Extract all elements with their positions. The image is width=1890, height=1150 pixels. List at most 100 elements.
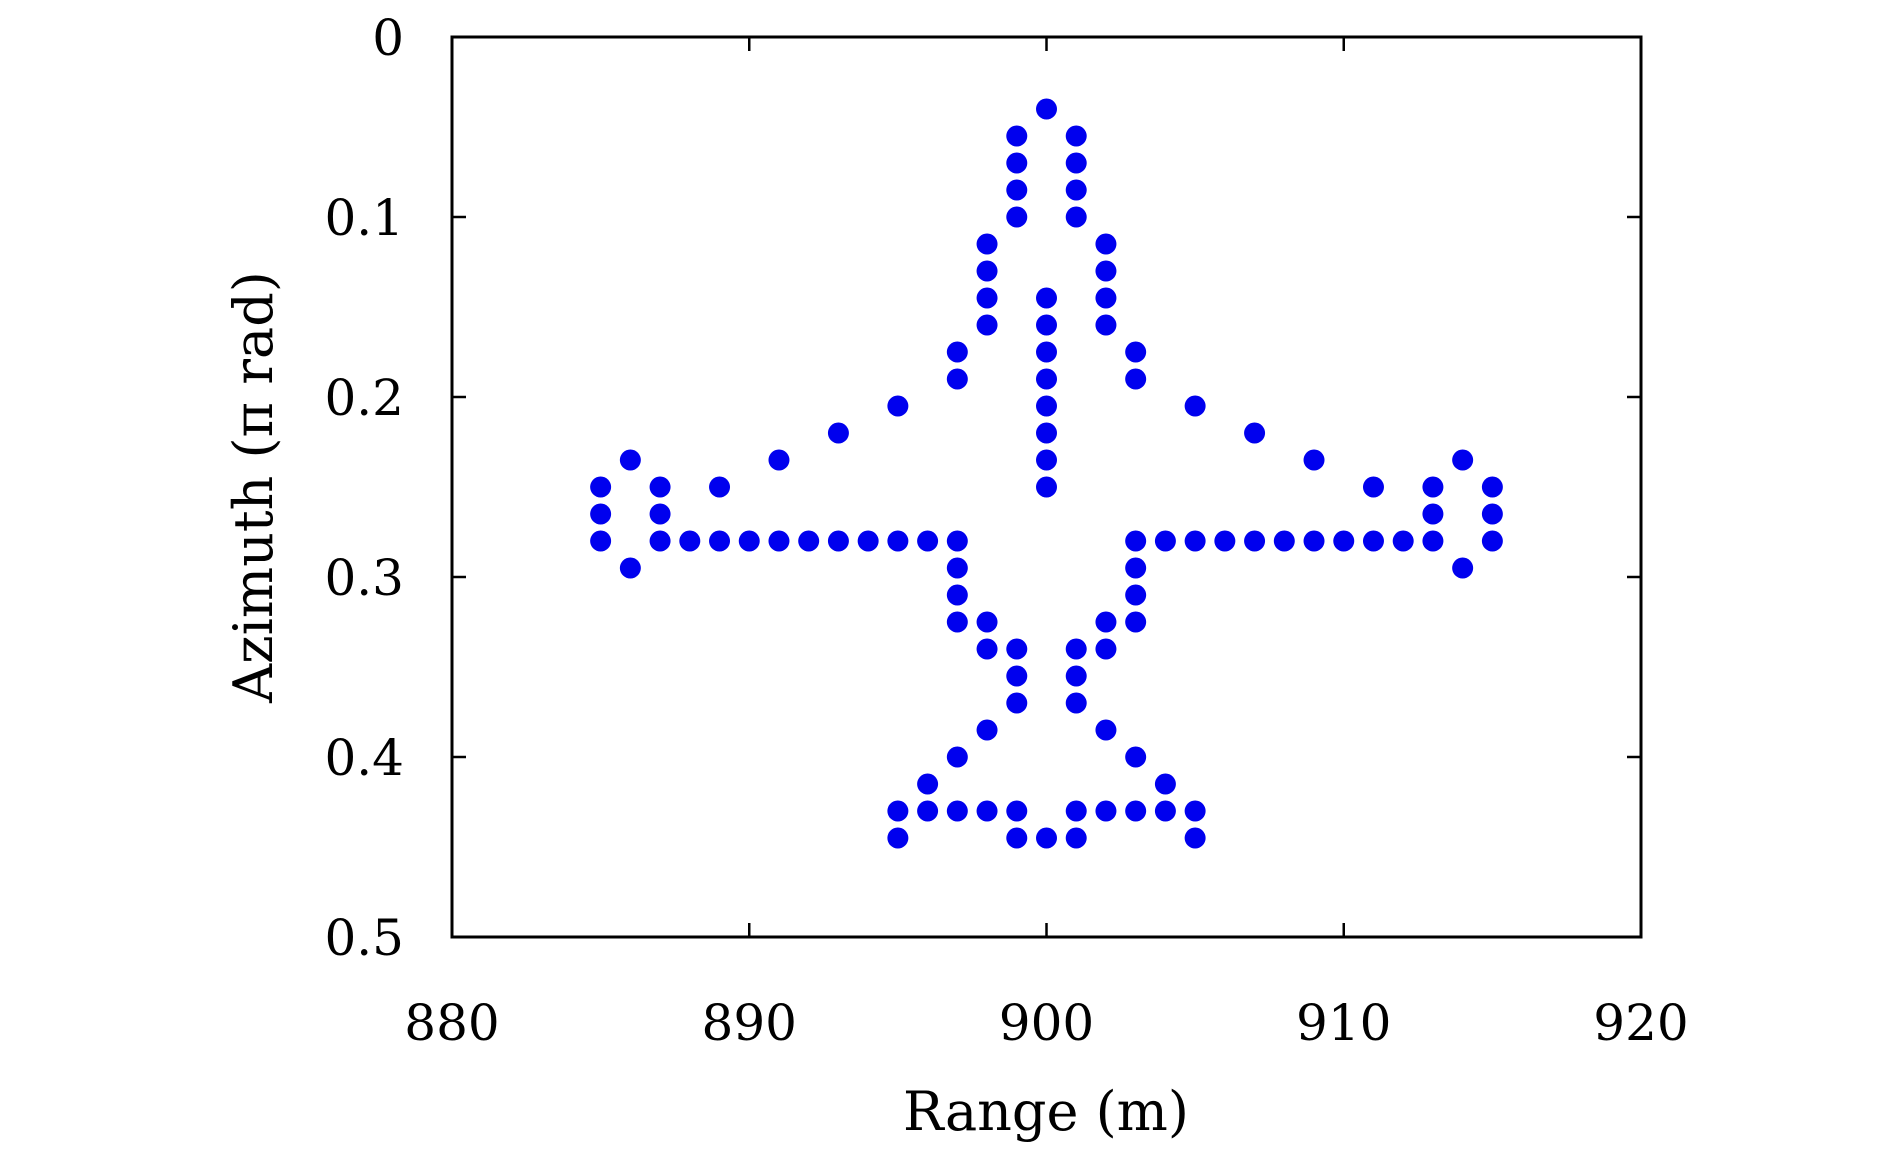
scatter-point-31	[619, 449, 641, 471]
scatter-point-60	[1154, 530, 1176, 552]
scatter-point-2	[1065, 125, 1087, 147]
scatter-point-87	[1006, 692, 1028, 714]
scatter-point-100	[1065, 800, 1087, 822]
scatter-point-9	[976, 233, 998, 255]
ticks-layer: 880 890 900 910 920 0 0.1 0.2 0.3 0.4 0.5	[324, 9, 1688, 1052]
scatter-point-14	[1036, 287, 1057, 309]
scatter-point-48	[649, 530, 671, 552]
y-tick-label-0.2: 0.2	[324, 369, 404, 427]
scatter-point-102	[1125, 800, 1147, 822]
scatter-point-71	[619, 557, 641, 579]
scatter-point-23	[1036, 368, 1057, 390]
scatter-point-109	[1184, 827, 1206, 849]
scatter-point-58	[946, 530, 968, 552]
scatter-point-34	[1303, 449, 1325, 471]
scatter-point-47	[590, 530, 612, 552]
y-tick-label-0.1: 0.1	[324, 189, 404, 247]
scatter-point-1	[1006, 125, 1028, 147]
scatter-point-3	[1006, 152, 1028, 174]
scatter-point-15	[1095, 287, 1117, 309]
scatter-point-16	[976, 314, 998, 336]
scatter-point-43	[590, 503, 612, 525]
scatter-point-104	[1184, 800, 1206, 822]
scatter-point-65	[1303, 530, 1325, 552]
y-tick-label-0: 0	[372, 9, 404, 67]
x-tick-label-920: 920	[1593, 994, 1688, 1052]
scatter-point-29	[1036, 422, 1057, 444]
y-axis-title: Azimuth (π rad)	[222, 271, 285, 704]
scatter-point-27	[1184, 395, 1206, 417]
scatter-point-68	[1392, 530, 1414, 552]
scatter-point-73	[1125, 557, 1147, 579]
scatter-point-63	[1244, 530, 1266, 552]
scatter-point-64	[1273, 530, 1295, 552]
scatter-point-95	[887, 800, 909, 822]
scatter-point-13	[976, 287, 998, 309]
scatter-point-5	[1006, 179, 1028, 201]
scatter-point-90	[1095, 719, 1117, 741]
scatter-point-97	[946, 800, 968, 822]
scatter-point-22	[946, 368, 968, 390]
y-tick-label-0.5: 0.5	[324, 909, 404, 967]
scatter-point-28	[827, 422, 849, 444]
scatter-point-21	[1125, 341, 1147, 363]
scatter-point-94	[1154, 773, 1176, 795]
scatter-point-101	[1095, 800, 1117, 822]
scatter-point-70	[1481, 530, 1503, 552]
y-tick-label-0.3: 0.3	[324, 549, 404, 607]
scatter-point-53	[798, 530, 820, 552]
scatter-point-46	[1481, 503, 1503, 525]
scatter-point-20	[1036, 341, 1057, 363]
scatter-point-89	[976, 719, 998, 741]
scatter-point-103	[1154, 800, 1176, 822]
scatter-point-42	[1481, 476, 1503, 498]
scatter-point-56	[887, 530, 909, 552]
scatter-point-38	[709, 476, 731, 498]
scatter-point-62	[1214, 530, 1236, 552]
scatter-point-86	[1065, 665, 1087, 687]
scatter-point-55	[857, 530, 879, 552]
scatter-point-108	[1065, 827, 1087, 849]
scatter-point-39	[1036, 476, 1057, 498]
scatter-point-50	[709, 530, 731, 552]
scatter-point-12	[1095, 260, 1117, 282]
scatter-point-18	[1095, 314, 1117, 336]
x-tick-label-890: 890	[702, 994, 797, 1052]
scatter-point-106	[1006, 827, 1028, 849]
scatter-point-82	[1006, 638, 1028, 660]
scatter-point-4	[1065, 152, 1087, 174]
x-tick-label-910: 910	[1296, 994, 1391, 1052]
scatter-point-37	[649, 476, 671, 498]
y-tick-label-0.4: 0.4	[324, 729, 404, 787]
scatter-point-81	[976, 638, 998, 660]
scatter-point-78	[976, 611, 998, 633]
x-axis-title: Range (m)	[903, 1080, 1189, 1143]
scatter-point-49	[679, 530, 701, 552]
scatter-point-72	[946, 557, 968, 579]
scatter-point-79	[1095, 611, 1117, 633]
scatter-point-107	[1036, 827, 1057, 849]
scatter-point-26	[1036, 395, 1057, 417]
scatter-point-99	[1006, 800, 1028, 822]
scatter-point-67	[1362, 530, 1384, 552]
scatter-point-92	[1125, 746, 1147, 768]
scatter-point-10	[1095, 233, 1117, 255]
scatter-point-74	[1452, 557, 1474, 579]
scatter-point-30	[1244, 422, 1266, 444]
scatter-point-91	[946, 746, 968, 768]
scatter-point-77	[946, 611, 968, 633]
scatter-point-84	[1095, 638, 1117, 660]
scatter-point-40	[1362, 476, 1384, 498]
scatter-point-52	[768, 530, 790, 552]
scatter-point-69	[1422, 530, 1444, 552]
scatter-point-80	[1125, 611, 1147, 633]
scatter-point-19	[946, 341, 968, 363]
scatter-point-45	[1422, 503, 1444, 525]
scatter-point-7	[1006, 206, 1028, 228]
scatter-point-83	[1065, 638, 1087, 660]
scatter-point-88	[1065, 692, 1087, 714]
x-tick-label-900: 900	[999, 994, 1094, 1052]
scatter-point-6	[1065, 179, 1087, 201]
